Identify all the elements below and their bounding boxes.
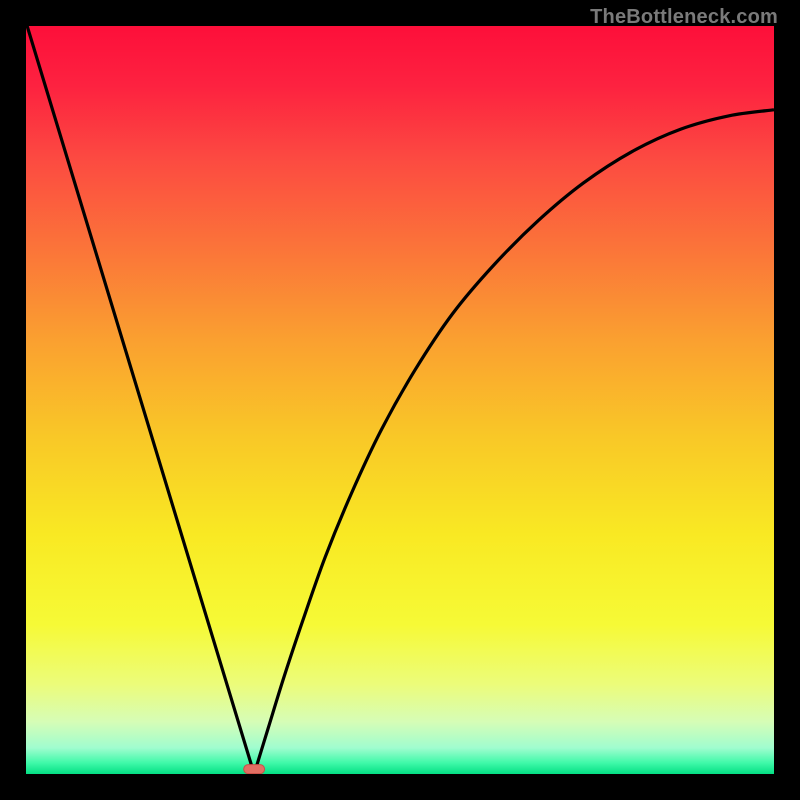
bottleneck-chart	[26, 26, 774, 774]
chart-container: TheBottleneck.com	[0, 0, 800, 800]
optimal-marker	[244, 765, 265, 774]
plot-area	[26, 26, 774, 774]
